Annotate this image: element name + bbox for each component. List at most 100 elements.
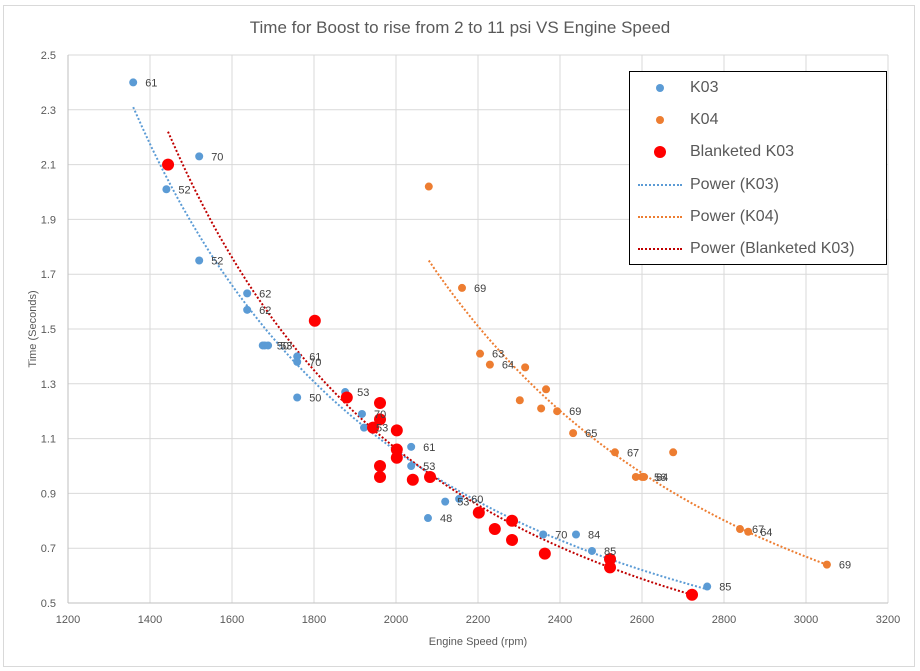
point-k03 — [243, 305, 252, 314]
point-blanketed-k03 — [686, 588, 699, 601]
trendline-power-k03 — [132, 106, 708, 591]
x-tick-label: 3200 — [876, 614, 900, 626]
data-label: 50 — [277, 340, 289, 352]
point-k04 — [631, 472, 640, 481]
data-label: 62 — [259, 288, 271, 300]
y-tick-label: 1.5 — [41, 324, 56, 336]
y-axis-title: Time (Seconds) — [27, 290, 39, 367]
data-label: 84 — [588, 530, 600, 542]
point-k03 — [162, 185, 171, 194]
point-k03 — [703, 582, 712, 591]
data-label: 61 — [145, 77, 157, 89]
legend-line-icon — [630, 184, 690, 186]
point-k04 — [537, 404, 546, 413]
point-k03 — [407, 442, 416, 451]
legend-label: Blanketed K03 — [690, 143, 795, 160]
point-k04 — [735, 525, 744, 534]
point-blanketed-k03 — [308, 314, 321, 327]
legend-label: K04 — [690, 111, 719, 128]
point-k03 — [455, 494, 464, 503]
data-label: 60 — [471, 494, 483, 506]
x-tick-label: 2000 — [384, 614, 408, 626]
y-tick-label: 2.3 — [41, 105, 56, 117]
data-label: 67 — [627, 447, 639, 459]
y-tick-label: 0.9 — [41, 488, 56, 500]
point-k04 — [515, 396, 524, 405]
point-k04 — [521, 363, 530, 372]
data-label: 70 — [374, 409, 386, 421]
legend-line-icon — [630, 248, 690, 250]
point-k03 — [195, 256, 204, 265]
point-blanketed-k03 — [374, 413, 387, 426]
point-k03 — [571, 530, 580, 539]
data-points — [129, 78, 831, 601]
data-label: 52 — [178, 184, 190, 196]
data-label: 56 — [654, 472, 666, 484]
data-label: 63 — [492, 349, 504, 361]
legend-marker-icon — [630, 116, 690, 124]
point-k03 — [195, 152, 204, 161]
legend-item-k03: K03 — [630, 72, 718, 104]
data-label: 85 — [719, 582, 731, 594]
point-k03 — [441, 497, 450, 506]
x-tick-label: 2600 — [630, 614, 654, 626]
point-blanketed-k03 — [374, 470, 387, 483]
trendline-power-k04 — [427, 259, 828, 566]
point-k04 — [476, 349, 485, 358]
point-blanketed-k03 — [367, 421, 380, 434]
point-blanketed-k03 — [604, 553, 617, 566]
point-k03 — [587, 546, 596, 555]
legend-line-icon — [630, 216, 690, 218]
x-axis-title: Engine Speed (rpm) — [429, 636, 527, 648]
point-k04 — [553, 407, 562, 416]
point-blanketed-k03 — [406, 473, 419, 486]
legend-item-power-k04: Power (K04) — [630, 201, 779, 233]
legend: K03 K04 Blanketed K03 Power (K03) Power … — [629, 71, 887, 265]
point-k04 — [424, 182, 433, 191]
point-k03 — [360, 423, 369, 432]
point-k04 — [744, 527, 753, 536]
data-label: 62 — [259, 305, 271, 317]
legend-item-blanketed-k03: Blanketed K03 — [630, 136, 794, 168]
point-k03 — [293, 357, 302, 366]
point-k04 — [485, 360, 494, 369]
point-blanketed-k03 — [162, 158, 175, 171]
data-label: 64 — [656, 472, 668, 484]
data-label: 50 — [309, 393, 321, 405]
point-k03 — [293, 352, 302, 361]
x-tick-label: 1800 — [302, 614, 326, 626]
point-blanketed-k03 — [340, 391, 353, 404]
chart-frame — [3, 5, 915, 667]
y-tick-label: 1.3 — [41, 379, 56, 391]
point-k04 — [822, 560, 831, 569]
data-label: 70 — [211, 151, 223, 163]
point-k03 — [293, 393, 302, 402]
point-blanketed-k03 — [390, 451, 403, 464]
point-k04 — [669, 448, 678, 457]
point-blanketed-k03 — [390, 443, 403, 456]
legend-label: K03 — [690, 79, 719, 96]
data-label: 70 — [555, 530, 567, 542]
y-tick-label: 0.7 — [41, 543, 56, 555]
y-tick-label: 0.5 — [41, 598, 56, 610]
legend-item-power-k03: Power (K03) — [630, 169, 779, 201]
x-tick-label: 2800 — [712, 614, 736, 626]
point-k03 — [407, 462, 416, 470]
data-label: 69 — [839, 560, 851, 572]
data-label: 67 — [752, 524, 764, 536]
y-tick-label: 2.1 — [41, 160, 56, 172]
point-k03 — [264, 341, 273, 350]
point-blanketed-k03 — [604, 561, 617, 574]
point-k04 — [610, 448, 619, 457]
data-label: 70 — [309, 357, 321, 369]
point-k04 — [458, 283, 467, 292]
legend-item-power-blanketed-k03: Power (Blanketed K03) — [630, 233, 855, 265]
data-label: 61 — [423, 442, 435, 454]
chart-title: Time for Boost to rise from 2 to 11 psi … — [249, 18, 671, 37]
point-k03 — [423, 514, 432, 523]
point-k04 — [569, 429, 578, 438]
data-label: 52 — [211, 256, 223, 268]
point-k04 — [542, 385, 551, 394]
x-tick-label: 2400 — [548, 614, 572, 626]
